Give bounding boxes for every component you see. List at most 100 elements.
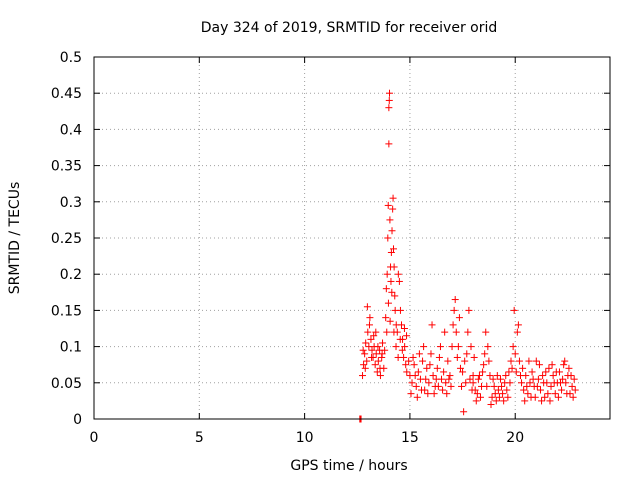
- data-point: [494, 386, 502, 394]
- data-point: [400, 325, 408, 332]
- data-point: [466, 375, 474, 383]
- data-point: [382, 314, 390, 322]
- data-points: [356, 89, 579, 423]
- data-point: [371, 361, 379, 369]
- data-point: [359, 372, 367, 380]
- data-point: [403, 368, 411, 376]
- data-point: [403, 332, 411, 340]
- data-point: [434, 382, 442, 390]
- data-point: [460, 408, 468, 416]
- data-point: [495, 393, 503, 401]
- y-tick-label: 0.5: [60, 50, 82, 66]
- data-point: [465, 306, 473, 314]
- data-point: [482, 328, 490, 336]
- data-point: [414, 368, 422, 376]
- data-point: [481, 350, 489, 358]
- data-point: [488, 393, 496, 401]
- data-point: [401, 343, 409, 351]
- data-point: [492, 397, 500, 405]
- data-point: [394, 270, 402, 278]
- data-point: [533, 382, 541, 390]
- data-point: [459, 368, 467, 376]
- data-point: [413, 393, 421, 401]
- data-point: [392, 343, 400, 351]
- data-point: [483, 382, 491, 390]
- data-point: [383, 270, 391, 278]
- data-point: [424, 390, 432, 398]
- data-point: [554, 393, 562, 401]
- data-point: [384, 299, 392, 307]
- data-point: [388, 227, 396, 235]
- data-point: [476, 393, 484, 401]
- data-point: [440, 368, 448, 376]
- data-point: [496, 375, 504, 383]
- plot-frame: [93, 56, 611, 420]
- data-point: [535, 361, 543, 369]
- data-point: [502, 372, 510, 380]
- data-point: [568, 382, 576, 390]
- data-point: [361, 364, 369, 372]
- y-tick-label: 0.15: [51, 303, 82, 319]
- data-point: [498, 382, 506, 390]
- data-point: [515, 357, 523, 365]
- data-point: [429, 372, 437, 380]
- data-point: [484, 343, 492, 351]
- data-point: [545, 364, 553, 372]
- data-point: [546, 397, 554, 405]
- data-point: [423, 364, 431, 372]
- data-point: [521, 397, 529, 405]
- x-tick-label: 20: [506, 430, 524, 446]
- data-point: [526, 379, 534, 387]
- data-point: [445, 375, 453, 383]
- y-tick-label: 0.05: [51, 376, 82, 392]
- data-point: [536, 386, 544, 394]
- data-point: [514, 321, 522, 329]
- data-point: [418, 386, 426, 394]
- data-point: [479, 368, 487, 376]
- data-point: [427, 350, 435, 358]
- data-point: [523, 382, 531, 390]
- data-point: [428, 321, 436, 329]
- data-point: [512, 368, 520, 376]
- data-point: [531, 393, 539, 401]
- data-point: [499, 390, 507, 398]
- data-point: [522, 372, 530, 380]
- y-tick-label: 0.3: [60, 195, 82, 211]
- data-point: [455, 314, 463, 322]
- data-point: [540, 379, 548, 387]
- data-point: [510, 306, 518, 314]
- y-tick-label: 0.35: [51, 159, 82, 175]
- data-point: [373, 368, 381, 376]
- data-point: [425, 379, 433, 387]
- data-point: [376, 346, 384, 354]
- data-point: [485, 357, 493, 365]
- y-tick-label: 0.4: [60, 122, 82, 138]
- data-point: [453, 353, 461, 361]
- data-point: [509, 343, 517, 351]
- data-point: [412, 382, 420, 390]
- data-point: [452, 328, 460, 336]
- data-point: [367, 335, 375, 343]
- data-point: [451, 296, 459, 304]
- data-point: [436, 343, 444, 351]
- data-point: [386, 216, 394, 224]
- data-point: [473, 390, 481, 398]
- data-point: [469, 379, 477, 387]
- data-point: [383, 328, 391, 336]
- data-point: [454, 343, 462, 351]
- data-point: [374, 357, 382, 365]
- data-point: [368, 353, 376, 361]
- data-point: [370, 332, 378, 340]
- data-point: [551, 390, 559, 398]
- data-point: [470, 353, 478, 361]
- data-point: [539, 372, 547, 380]
- data-point: [464, 328, 472, 336]
- data-point: [542, 368, 550, 376]
- data-point: [446, 372, 454, 380]
- data-point: [449, 321, 457, 329]
- data-point: [547, 382, 555, 390]
- chart-title: Day 324 of 2019, SRMTID for receiver ori…: [201, 20, 498, 36]
- data-point: [389, 245, 397, 253]
- y-tick-label: 0.25: [51, 231, 82, 247]
